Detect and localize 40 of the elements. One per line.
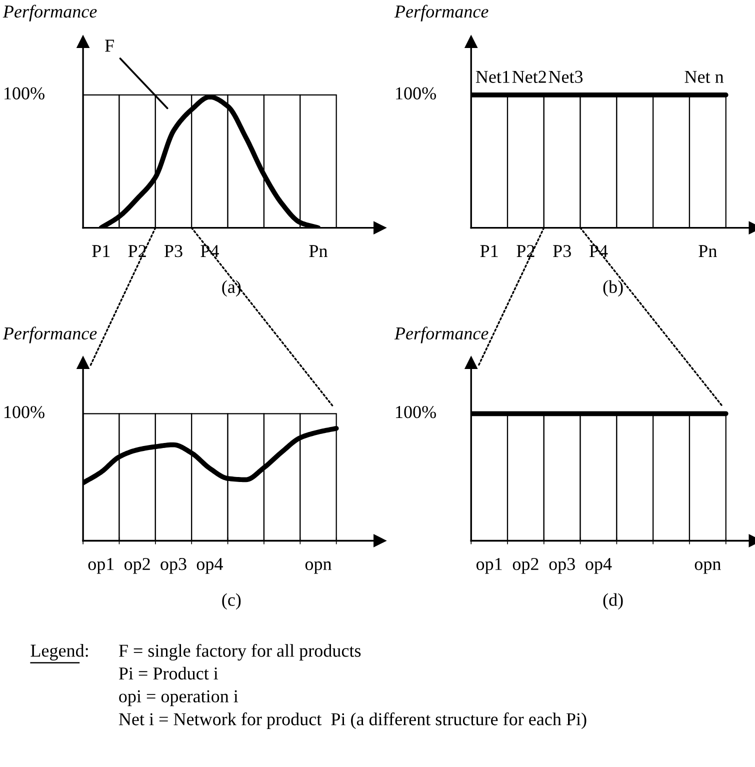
text: 100% <box>4 406 44 418</box>
x-tick-label: op2 <box>124 558 150 574</box>
text: Net2 <box>512 70 546 83</box>
y-axis-title: Performance <box>394 326 488 344</box>
text: opi = operation i <box>119 690 238 706</box>
x-tick-label: P2 <box>516 245 534 257</box>
x-tick-label: op1 <box>476 558 502 574</box>
x-tick-label: opn <box>694 561 721 574</box>
x-axis-title: (d) <box>603 593 623 610</box>
text: 100% <box>396 406 436 418</box>
y-axis-title: Performance <box>2 4 97 22</box>
text: 100% <box>4 87 44 100</box>
x-tick-label: op3 <box>549 558 575 574</box>
text: Net1 <box>476 70 510 83</box>
text: Legend: <box>30 644 88 660</box>
y-axis-title: Performance <box>2 326 97 344</box>
x-tick-label: Pn <box>698 245 717 257</box>
text: 100% <box>396 87 436 100</box>
x-tick-label: P2 <box>128 245 146 257</box>
text: Net n <box>684 70 724 83</box>
text: F = single factory for all products <box>118 644 361 661</box>
x-tick-label: opn <box>305 561 332 574</box>
x-tick-label: P3 <box>553 245 571 258</box>
text: Pi = Product i <box>118 666 218 680</box>
x-tick-label: op4 <box>586 558 612 574</box>
x-tick-label: op3 <box>160 558 186 574</box>
x-tick-label: op2 <box>512 558 538 574</box>
x-tick-label: op1 <box>88 558 114 574</box>
x-axis-title: (a) <box>222 280 241 297</box>
text: Net3 <box>548 70 583 83</box>
x-axis-title: (c) <box>222 593 241 610</box>
x-tick-label: P1 <box>480 245 498 257</box>
text: F <box>105 40 114 52</box>
x-tick-label: Pn <box>309 245 328 257</box>
x-tick-label: op4 <box>196 558 223 574</box>
x-tick-label: P1 <box>92 245 110 257</box>
x-axis-title: (b) <box>603 280 623 297</box>
text: Net i = Network for product Pi (a different structure for each Pi) <box>118 712 586 729</box>
x-tick-label: P3 <box>164 245 182 258</box>
y-axis-title: Performance <box>394 4 488 22</box>
